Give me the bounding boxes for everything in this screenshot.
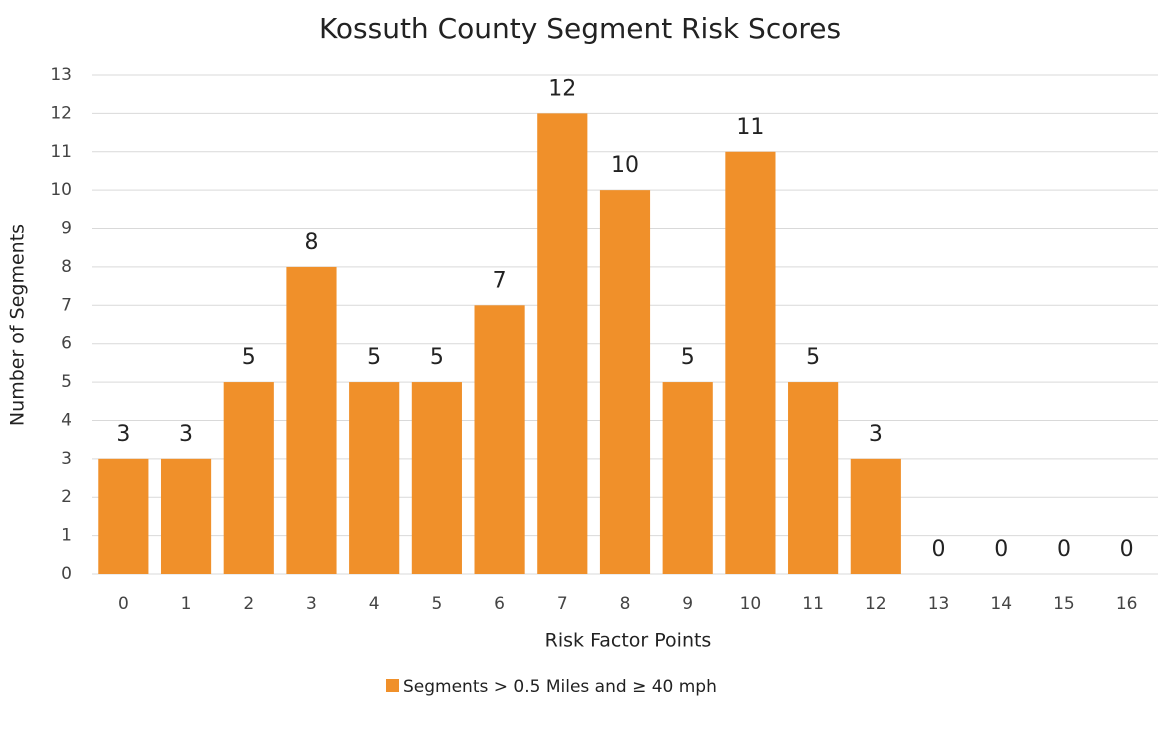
data-label: 7 (493, 268, 507, 293)
x-tick-label: 10 (740, 594, 762, 614)
x-tick-label: 6 (494, 594, 505, 614)
data-label: 0 (932, 537, 946, 562)
x-tick-label: 8 (620, 594, 631, 614)
x-tick-label: 5 (431, 594, 442, 614)
data-label: 3 (869, 422, 883, 447)
y-tick-label: 2 (61, 487, 72, 507)
y-tick-label: 8 (61, 257, 72, 277)
y-axis-label: Number of Segments (7, 224, 29, 426)
bar (286, 266, 337, 574)
bar (788, 382, 839, 574)
y-tick-label: 9 (61, 219, 72, 239)
y-tick-label: 7 (61, 295, 72, 315)
x-tick-label: 13 (928, 594, 950, 614)
x-tick-label: 14 (990, 594, 1012, 614)
bar (349, 382, 400, 574)
data-label: 8 (304, 230, 318, 255)
y-tick-label: 5 (61, 372, 72, 392)
data-label: 5 (367, 345, 381, 370)
bar (537, 113, 588, 574)
y-tick-label: 0 (61, 564, 72, 584)
data-label: 0 (1120, 537, 1134, 562)
bar (599, 190, 651, 574)
y-tick-label: 4 (61, 410, 72, 430)
data-label: 5 (806, 345, 820, 370)
y-tick-label: 3 (61, 449, 72, 469)
legend-label: Segments > 0.5 Miles and ≥ 40 mph (403, 677, 717, 697)
bar (98, 458, 149, 574)
chart-title: Kossuth County Segment Risk Scores (319, 12, 841, 45)
x-tick-label: 3 (306, 594, 317, 614)
data-label: 10 (611, 153, 639, 178)
data-label: 5 (430, 345, 444, 370)
data-label: 0 (994, 537, 1008, 562)
data-label: 3 (179, 422, 193, 447)
data-label: 11 (736, 115, 764, 140)
x-tick-label: 7 (557, 594, 568, 614)
x-tick-label: 15 (1053, 594, 1075, 614)
x-tick-label: 0 (118, 594, 129, 614)
bar (160, 458, 212, 574)
data-label: 5 (681, 345, 695, 370)
y-tick-label: 13 (50, 65, 72, 85)
bar (223, 382, 274, 574)
x-tick-label: 12 (865, 594, 887, 614)
y-tick-label: 11 (50, 142, 72, 162)
data-label: 5 (242, 345, 256, 370)
bar (725, 151, 776, 574)
data-label: 12 (548, 76, 576, 101)
bar (474, 305, 525, 574)
y-tick-label: 12 (50, 103, 72, 123)
x-tick-label: 2 (243, 594, 254, 614)
x-tick-label: 11 (802, 594, 824, 614)
data-label: 3 (116, 422, 130, 447)
y-tick-label: 1 (61, 526, 72, 546)
x-tick-label: 9 (682, 594, 693, 614)
x-axis-label: Risk Factor Points (545, 630, 712, 652)
data-label: 0 (1057, 537, 1071, 562)
bar (411, 382, 462, 574)
y-tick-label: 10 (50, 180, 72, 200)
legend-swatch (386, 679, 399, 692)
bar (662, 382, 713, 574)
x-tick-label: 1 (181, 594, 192, 614)
bar (850, 458, 901, 574)
x-tick-label: 4 (369, 594, 380, 614)
y-tick-label: 6 (61, 334, 72, 354)
x-tick-label: 16 (1116, 594, 1138, 614)
